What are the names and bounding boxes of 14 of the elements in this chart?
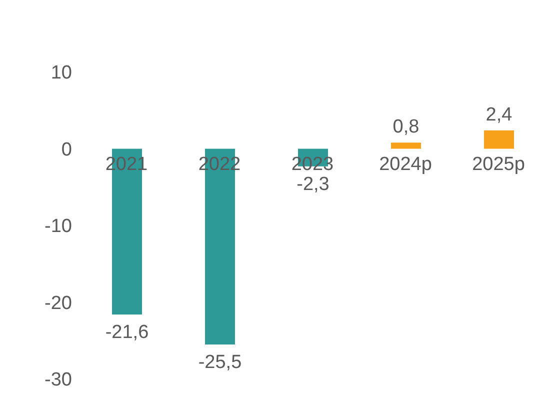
y-tick-label: -10 <box>44 216 72 238</box>
data-label: 0,8 <box>392 116 420 138</box>
y-tick-label: 0 <box>61 139 72 160</box>
bar <box>391 142 421 149</box>
y-tick-label: 10 <box>50 62 72 84</box>
x-tick-label: 2025p <box>472 154 525 176</box>
bar <box>484 130 514 149</box>
data-label: -2,3 <box>296 174 330 195</box>
data-label: -21,6 <box>105 322 149 344</box>
y-tick-label: -30 <box>44 370 72 391</box>
x-tick-label: 2024p <box>379 154 432 176</box>
data-label: -25,5 <box>198 352 242 373</box>
y-tick-label: -20 <box>44 292 72 314</box>
data-label: 2,4 <box>486 104 513 126</box>
